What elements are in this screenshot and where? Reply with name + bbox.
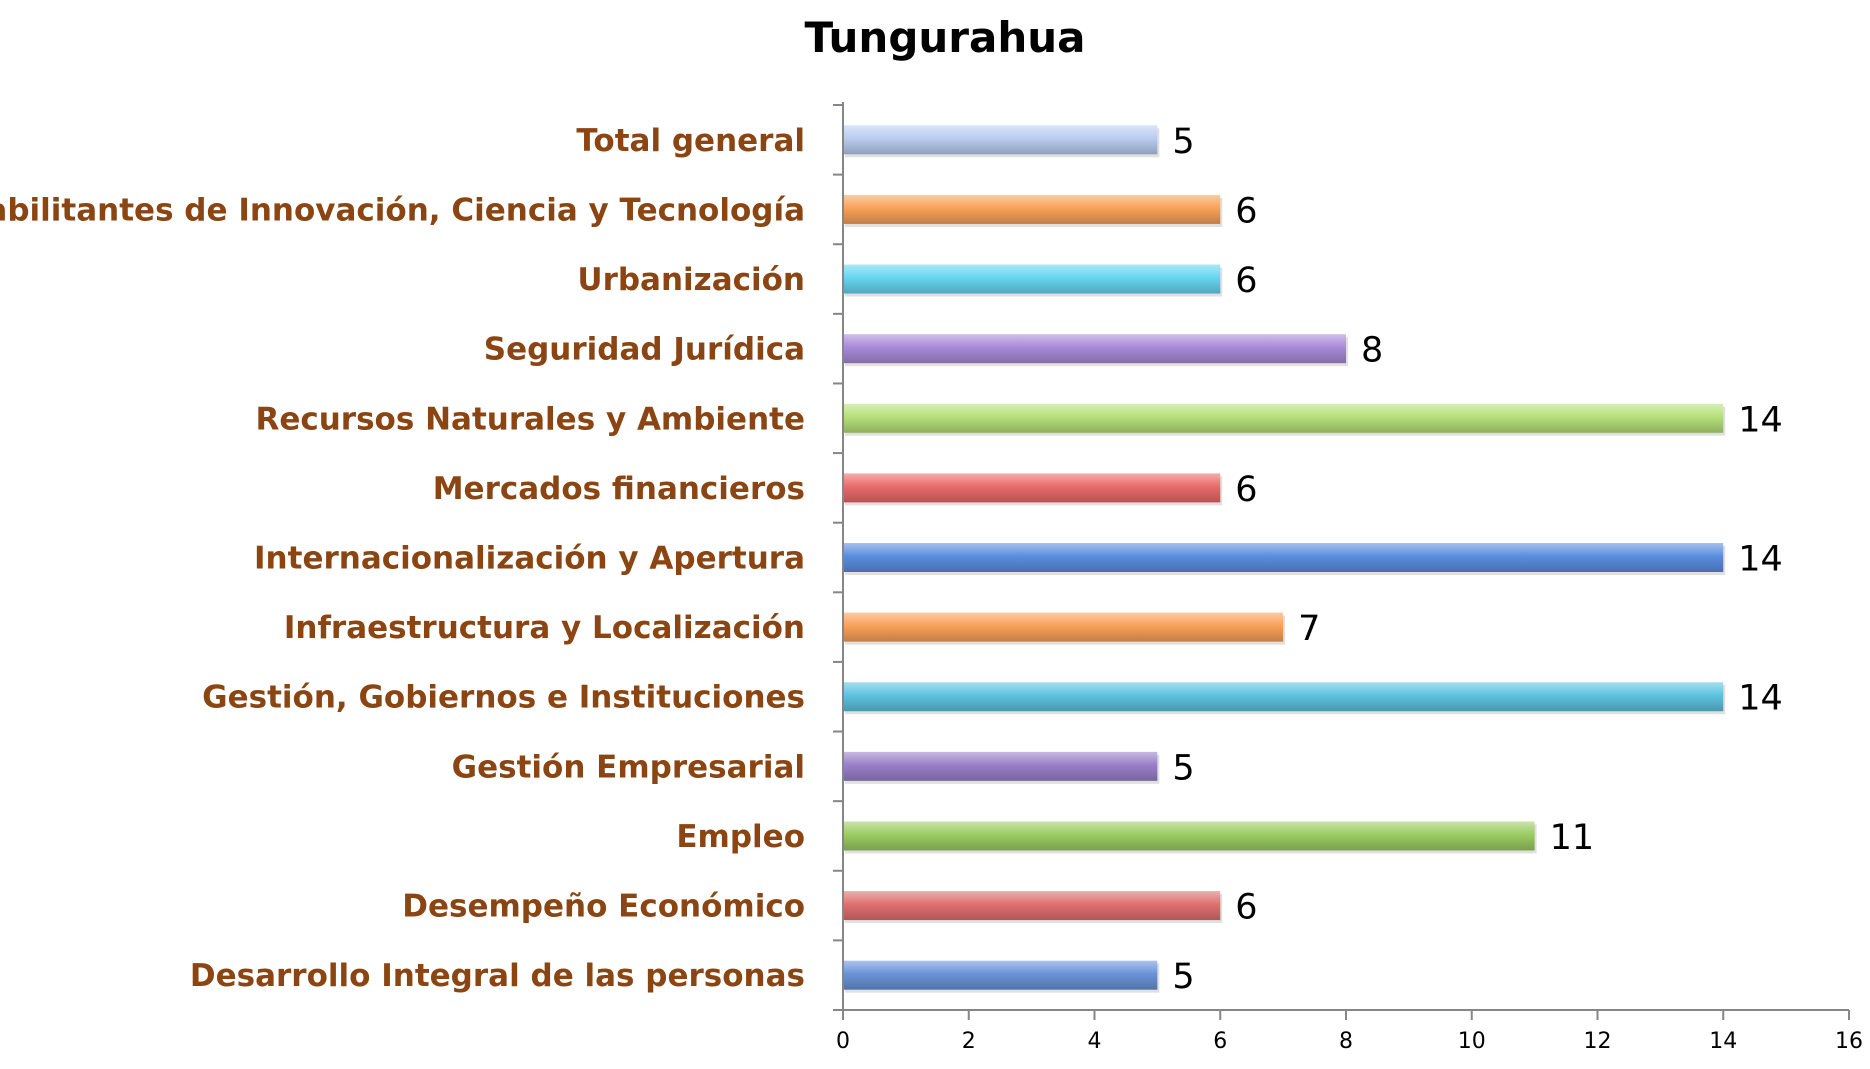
bar bbox=[843, 960, 1158, 990]
value-label: 8 bbox=[1361, 331, 1383, 371]
bar bbox=[843, 751, 1158, 781]
bar bbox=[843, 891, 1221, 921]
category-label: Urbanización bbox=[577, 262, 805, 298]
bars-layer: 5 6 6 8 14 6 14 7 14 5 11 6 5 bbox=[843, 122, 1783, 997]
category-label: Gestión Empresarial bbox=[452, 749, 805, 785]
x-tick-label: 16 bbox=[1835, 1029, 1863, 1054]
value-label: 6 bbox=[1235, 470, 1257, 510]
value-label: 14 bbox=[1738, 540, 1783, 580]
x-tick-label: 14 bbox=[1709, 1029, 1737, 1054]
value-label: 11 bbox=[1550, 818, 1595, 858]
chart-title: Tungurahua bbox=[805, 13, 1086, 62]
category-label: Recursos Naturales y Ambiente bbox=[255, 401, 805, 437]
value-label: 14 bbox=[1738, 400, 1783, 440]
value-label: 6 bbox=[1235, 191, 1257, 231]
x-tick-label: 2 bbox=[962, 1029, 976, 1054]
value-label: 5 bbox=[1172, 748, 1194, 788]
x-tick-label: 12 bbox=[1584, 1029, 1612, 1054]
bar bbox=[843, 264, 1221, 294]
x-tick-label: 10 bbox=[1458, 1029, 1486, 1054]
x-tick-label: 8 bbox=[1339, 1029, 1353, 1054]
category-label: Habilitantes de Innovación, Ciencia y Te… bbox=[0, 192, 805, 228]
category-label: Gestión, Gobiernos e Instituciones bbox=[202, 680, 805, 716]
value-label: 6 bbox=[1235, 261, 1257, 301]
bar bbox=[843, 334, 1346, 364]
value-label: 6 bbox=[1235, 888, 1257, 928]
category-label: Desarrollo Integral de las personas bbox=[190, 958, 805, 994]
bar bbox=[843, 403, 1724, 433]
category-label: Mercados financieros bbox=[433, 471, 805, 507]
category-label: Total general bbox=[576, 123, 805, 159]
category-label: Seguridad Jurídica bbox=[484, 332, 805, 368]
category-label: Desempeño Económico bbox=[402, 889, 805, 925]
bar bbox=[843, 194, 1221, 224]
bar bbox=[843, 682, 1724, 712]
x-tick-label: 4 bbox=[1088, 1029, 1102, 1054]
value-label: 14 bbox=[1738, 679, 1783, 719]
bar bbox=[843, 821, 1535, 851]
axis-layer: Total general Habilitantes de Innovación,… bbox=[0, 102, 1863, 1054]
x-tick-label: 0 bbox=[836, 1029, 850, 1054]
bar bbox=[843, 473, 1221, 503]
category-label: Empleo bbox=[676, 819, 805, 855]
value-label: 5 bbox=[1172, 122, 1194, 162]
bar bbox=[843, 125, 1158, 155]
value-label: 5 bbox=[1172, 957, 1194, 997]
x-tick-label: 6 bbox=[1213, 1029, 1227, 1054]
bar bbox=[843, 612, 1284, 642]
category-label: Internacionalización y Apertura bbox=[254, 541, 805, 577]
category-label: Infraestructura y Localización bbox=[284, 610, 805, 646]
bar bbox=[843, 543, 1724, 572]
value-label: 7 bbox=[1298, 609, 1320, 649]
